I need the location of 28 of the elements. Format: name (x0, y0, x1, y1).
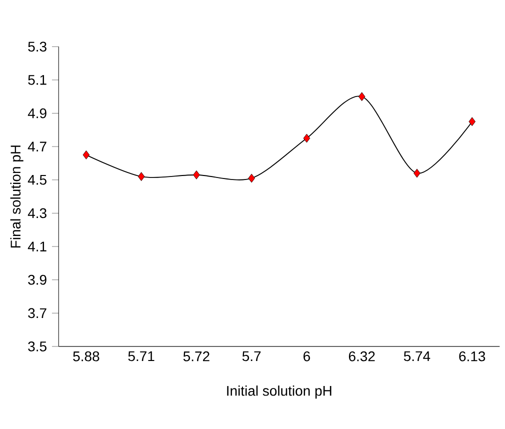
x-tick-label: 5.72 (183, 351, 210, 362)
point (303, 134, 310, 143)
point (193, 170, 200, 180)
x-axis-title: Initial solution pH (227, 386, 332, 399)
point (248, 174, 255, 183)
y-tick-label: 3.5 (28, 341, 46, 352)
x-tick-label: 5.88 (73, 351, 100, 362)
x-tick-label: 6.32 (348, 351, 375, 362)
point (414, 168, 420, 178)
x-tick-label: 5.7 (242, 351, 261, 362)
x-tick-label: 6 (304, 351, 310, 362)
x-tick-label: 5.74 (404, 351, 430, 362)
x-tick-label: 5.71 (128, 351, 154, 362)
y-tick-label: 4.7 (28, 142, 46, 152)
y-tick-label: 4.3 (28, 208, 46, 218)
y-tick-label: 5.3 (28, 42, 46, 52)
y-tick-label: 4.5 (28, 174, 46, 185)
y-tick-label: 4.9 (28, 108, 46, 118)
y-axis-title: Final solution pH (10, 146, 24, 248)
y-tick-label: 5.1 (28, 75, 46, 85)
point (468, 117, 476, 126)
y-tick-label: 4.1 (28, 242, 46, 252)
y-tick-label: 3.9 (28, 274, 46, 285)
point (138, 172, 145, 181)
y-tick-label: 3.7 (28, 308, 46, 318)
x-tick-label: 6.13 (459, 351, 486, 362)
point (358, 92, 366, 102)
point (82, 150, 90, 160)
